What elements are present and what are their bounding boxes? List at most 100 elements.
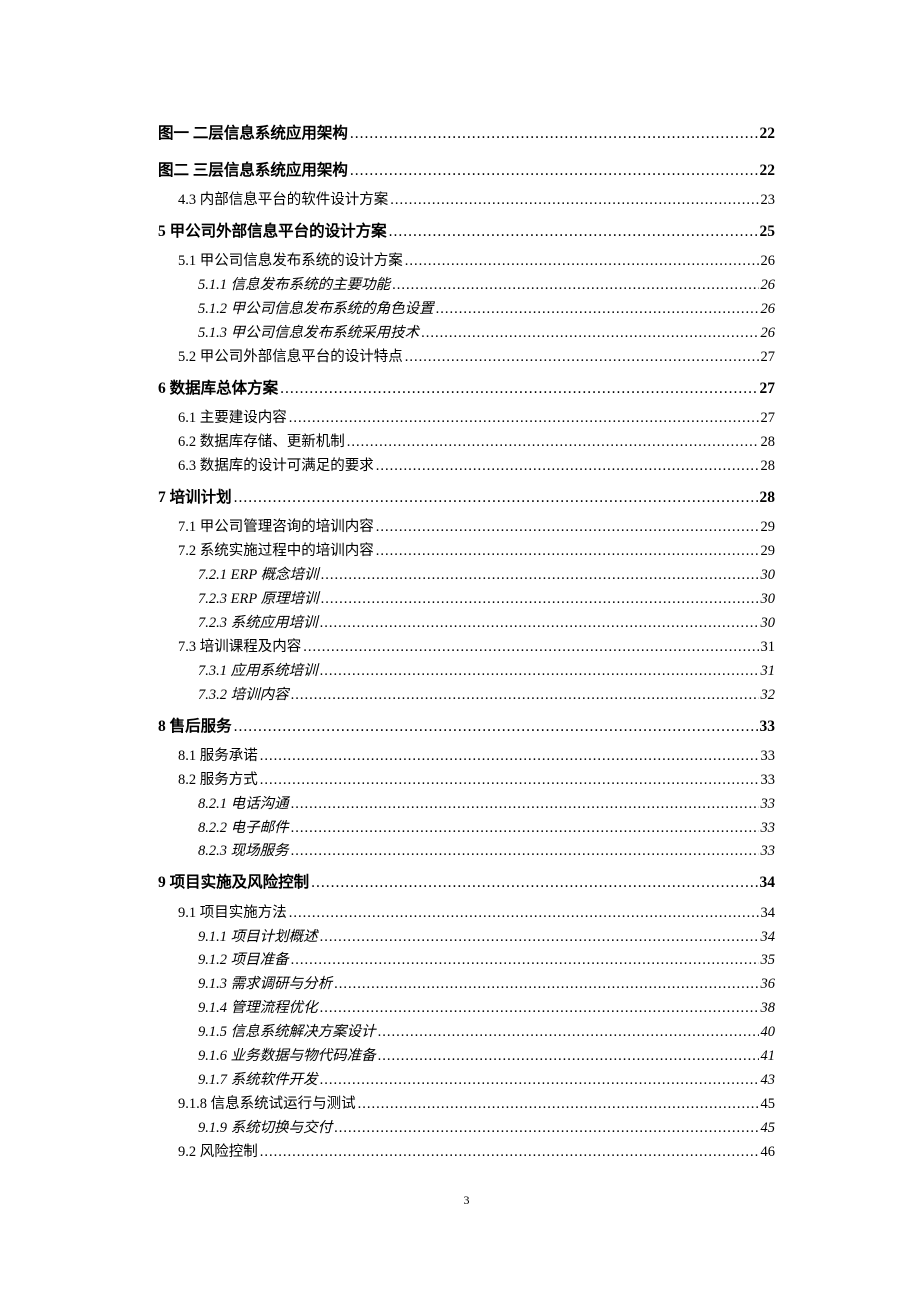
toc-leader <box>291 817 759 841</box>
toc-page-number: 27 <box>761 407 776 431</box>
toc-leader <box>347 431 759 455</box>
toc-entry: 5.2 甲公司外部信息平台的设计特点27 <box>178 346 775 370</box>
toc-label: 9.1.7 系统软件开发 <box>198 1069 318 1093</box>
table-of-contents: 图一 二层信息系统应用架构 22图二 三层信息系统应用架构224.3 内部信息平台… <box>158 115 775 1165</box>
toc-label: 9.1.5 信息系统解决方案设计 <box>198 1021 376 1045</box>
toc-label: 7.2.3 系统应用培训 <box>198 612 318 636</box>
toc-page-number: 38 <box>761 997 776 1021</box>
toc-page-number: 29 <box>761 516 776 540</box>
toc-entry: 图二 三层信息系统应用架构22 <box>158 152 775 189</box>
toc-leader <box>291 840 759 864</box>
toc-leader <box>260 1141 759 1165</box>
toc-entry: 9.1.7 系统软件开发43 <box>198 1069 775 1093</box>
toc-leader <box>260 769 759 793</box>
toc-label: 7.1 甲公司管理咨询的培训内容 <box>178 516 374 540</box>
toc-entry: 6.2 数据库存储、更新机制 28 <box>178 431 775 455</box>
toc-label: 6.2 数据库存储、更新机制 <box>178 431 345 455</box>
toc-label: 7.3.1 应用系统培训 <box>198 660 318 684</box>
toc-entry: 8.2 服务方式 33 <box>178 769 775 793</box>
toc-entry: 9.1.6 业务数据与物代码准备 41 <box>198 1045 775 1069</box>
toc-page-number: 34 <box>761 926 776 950</box>
toc-label: 9.1.6 业务数据与物代码准备 <box>198 1045 376 1069</box>
toc-page-number: 34 <box>760 864 776 901</box>
toc-page-number: 22 <box>760 152 776 189</box>
toc-leader <box>289 407 759 431</box>
toc-page-number: 33 <box>761 840 776 864</box>
toc-entry: 5.1.2 甲公司信息发布系统的角色设置26 <box>198 298 775 322</box>
toc-label: 6 数据库总体方案 <box>158 370 278 407</box>
toc-label: 8.1 服务承诺 <box>178 745 258 769</box>
toc-label: 9.1.2 项目准备 <box>198 949 289 973</box>
toc-entry: 9.1.9 系统切换与交付45 <box>198 1117 775 1141</box>
toc-leader <box>405 346 759 370</box>
toc-label: 7.2.1 ERP 概念培训 <box>198 564 319 588</box>
toc-entry: 8.2.3 现场服务33 <box>198 840 775 864</box>
toc-leader <box>291 793 759 817</box>
toc-page-number: 30 <box>761 612 776 636</box>
toc-label: 9 项目实施及风险控制 <box>158 864 309 901</box>
toc-leader <box>334 1117 758 1141</box>
toc-label: 8.2.1 电话沟通 <box>198 793 289 817</box>
toc-entry: 9.1 项目实施方法 34 <box>178 902 775 926</box>
toc-leader <box>392 274 758 298</box>
toc-label: 5.1.1 信息发布系统的主要功能 <box>198 274 390 298</box>
toc-entry: 9.1.1 项目计划概述 34 <box>198 926 775 950</box>
toc-page-number: 33 <box>761 817 776 841</box>
toc-leader <box>378 1021 759 1045</box>
toc-label: 9.1.8 信息系统试运行与测试 <box>178 1093 356 1117</box>
toc-page-number: 33 <box>761 793 776 817</box>
toc-page-number: 30 <box>761 588 776 612</box>
toc-label: 5.1 甲公司信息发布系统的设计方案 <box>178 250 403 274</box>
toc-leader <box>303 636 758 660</box>
toc-page-number: 45 <box>761 1093 776 1117</box>
toc-leader <box>260 745 759 769</box>
toc-entry: 7.3.1 应用系统培训 31 <box>198 660 775 684</box>
toc-entry: 9.1.8 信息系统试运行与测试 45 <box>178 1093 775 1117</box>
toc-entry: 7.1 甲公司管理咨询的培训内容 29 <box>178 516 775 540</box>
toc-entry: 7.2.3 ERP 原理培训30 <box>198 588 775 612</box>
toc-leader <box>358 1093 759 1117</box>
toc-label: 9.2 风险控制 <box>178 1141 258 1165</box>
toc-label: 7.3.2 培训内容 <box>198 684 289 708</box>
toc-leader <box>321 564 759 588</box>
toc-page-number: 33 <box>761 745 776 769</box>
toc-label: 6.3 数据库的设计可满足的要求 <box>178 455 374 479</box>
toc-page-number: 41 <box>761 1045 776 1069</box>
toc-leader <box>320 997 759 1021</box>
toc-leader <box>234 708 758 745</box>
toc-leader <box>389 213 758 250</box>
toc-page-number: 27 <box>761 346 776 370</box>
toc-leader <box>390 189 758 213</box>
toc-label: 图一 二层信息系统应用架构 <box>158 115 348 152</box>
toc-leader <box>378 1045 759 1069</box>
toc-page-number: 31 <box>761 636 776 660</box>
toc-label: 8 售后服务 <box>158 708 232 745</box>
toc-entry: 6 数据库总体方案 27 <box>158 370 775 407</box>
toc-page-number: 33 <box>761 769 776 793</box>
toc-page-number: 23 <box>761 189 776 213</box>
toc-label: 9.1 项目实施方法 <box>178 902 287 926</box>
toc-leader <box>289 902 759 926</box>
toc-page-number: 34 <box>761 902 776 926</box>
toc-entry: 7.3 培训课程及内容31 <box>178 636 775 660</box>
toc-page-number: 40 <box>761 1021 776 1045</box>
toc-page-number: 31 <box>761 660 776 684</box>
toc-entry: 8.2.2 电子邮件33 <box>198 817 775 841</box>
toc-leader <box>334 973 758 997</box>
toc-leader <box>321 588 759 612</box>
toc-leader <box>280 370 757 407</box>
toc-entry: 5 甲公司外部信息平台的设计方案25 <box>158 213 775 250</box>
toc-entry: 8.1 服务承诺 33 <box>178 745 775 769</box>
toc-entry: 4.3 内部信息平台的软件设计方案 23 <box>178 189 775 213</box>
toc-entry: 5.1.3 甲公司信息发布系统采用技术26 <box>198 322 775 346</box>
toc-entry: 9.1.5 信息系统解决方案设计 40 <box>198 1021 775 1045</box>
toc-page-number: 27 <box>760 370 776 407</box>
toc-label: 6.1 主要建设内容 <box>178 407 287 431</box>
toc-label: 4.3 内部信息平台的软件设计方案 <box>178 189 388 213</box>
toc-leader <box>436 298 759 322</box>
toc-page-number: 28 <box>761 431 776 455</box>
toc-entry: 7.2.1 ERP 概念培训30 <box>198 564 775 588</box>
toc-label: 8.2 服务方式 <box>178 769 258 793</box>
toc-page-number: 36 <box>761 973 776 997</box>
toc-label: 9.1.1 项目计划概述 <box>198 926 318 950</box>
